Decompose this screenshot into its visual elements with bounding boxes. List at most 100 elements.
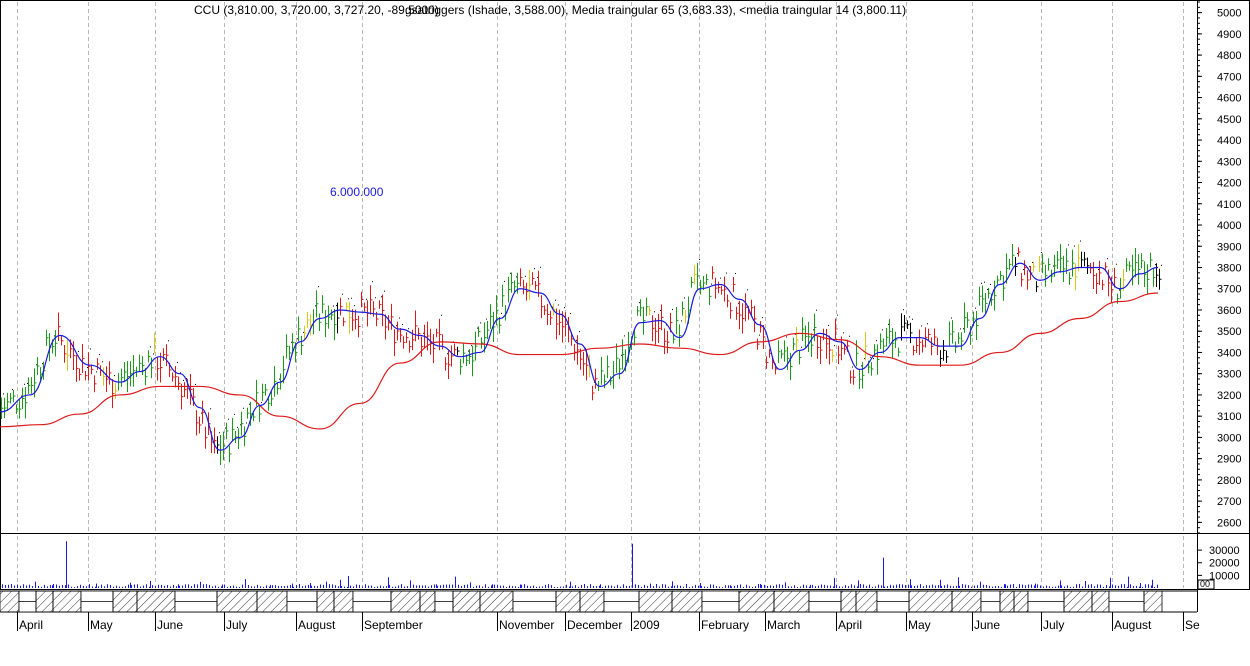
period-block <box>579 590 605 613</box>
trigger-dot <box>720 277 721 279</box>
period-block <box>333 590 354 613</box>
trigger-dot <box>315 305 316 307</box>
price-tick-label: 3400 <box>1217 347 1241 359</box>
trigger-dot <box>726 272 727 274</box>
volume-tick-label: 30000 <box>1209 545 1240 557</box>
price-tick-label: 4500 <box>1217 114 1241 126</box>
price-tick-label: 4700 <box>1217 71 1241 83</box>
trigger-dot <box>477 327 478 329</box>
trigger-dot <box>90 348 91 350</box>
month-label: December <box>567 618 622 632</box>
trigger-dot <box>1116 263 1117 265</box>
trigger-dot <box>681 320 682 322</box>
trigger-dot <box>927 323 928 325</box>
trigger-dot <box>921 325 922 327</box>
trigger-dot <box>318 286 319 288</box>
trigger-dot <box>375 297 376 299</box>
period-block <box>951 590 982 613</box>
trigger-dot <box>786 336 787 338</box>
price-tick-label: 3800 <box>1217 263 1241 275</box>
trigger-dot <box>849 335 850 337</box>
trigger-dot <box>342 293 343 295</box>
trigger-dot <box>399 317 400 319</box>
price-tick-label: 4900 <box>1217 29 1241 41</box>
trigger-dot <box>1053 265 1054 267</box>
period-block <box>908 590 953 613</box>
trigger-dot <box>201 412 202 414</box>
trigger-dot <box>366 298 367 300</box>
month-label: June <box>157 618 183 632</box>
trigger-dot <box>1107 258 1108 260</box>
trigger-dot <box>828 324 829 326</box>
trigger-dot <box>228 418 229 420</box>
period-block <box>452 590 481 613</box>
period-block <box>840 590 857 613</box>
trigger-dot <box>180 372 181 374</box>
period-block <box>479 590 514 613</box>
price-tick-label: 3000 <box>1217 432 1241 444</box>
trigger-dot <box>1119 289 1120 291</box>
trigger-dot <box>78 350 79 352</box>
trigger-dot <box>660 309 661 311</box>
trigger-dot <box>303 331 304 333</box>
trigger-dot <box>759 334 760 336</box>
trigger-dot <box>21 395 22 397</box>
trigger-dot <box>801 346 802 348</box>
trigger-dot <box>711 283 712 285</box>
trigger-dot <box>186 378 187 380</box>
trigger-dot <box>243 407 244 409</box>
price-tick-label: 3700 <box>1217 284 1241 296</box>
trigger-dot <box>96 371 97 373</box>
trigger-dot <box>990 283 991 285</box>
month-label: November <box>499 618 554 632</box>
trigger-dot <box>795 333 796 335</box>
series-line-ma14 <box>0 262 1159 451</box>
trigger-dot <box>183 379 184 381</box>
trigger-dot <box>909 316 910 318</box>
trigger-dot <box>384 290 385 292</box>
price-tick-label: 4300 <box>1217 156 1241 168</box>
price-tick-label: 2800 <box>1217 475 1241 487</box>
price-tick-label: 3600 <box>1217 305 1241 317</box>
trigger-dot <box>537 276 538 278</box>
trigger-dot <box>558 304 559 306</box>
price-tick-label: 2600 <box>1217 517 1241 529</box>
trigger-dot <box>864 358 865 360</box>
month-label: May <box>90 618 113 632</box>
trigger-dot <box>843 332 844 334</box>
price-tick-label: 2700 <box>1217 496 1241 508</box>
price-tick-label: 4000 <box>1217 220 1241 232</box>
trigger-dot <box>195 383 196 385</box>
trigger-dot <box>699 258 700 260</box>
trigger-dot <box>1074 245 1075 247</box>
trigger-dot <box>468 350 469 352</box>
period-block <box>1013 590 1029 613</box>
trigger-dot <box>291 341 292 343</box>
trigger-dot <box>504 280 505 282</box>
trigger-dot <box>54 335 55 337</box>
volume-pane-frame <box>0 533 1250 590</box>
price-tick-label: 3900 <box>1217 241 1241 253</box>
trigger-dot <box>351 297 352 299</box>
trigger-dot <box>261 402 262 404</box>
period-block <box>0 590 20 613</box>
trigger-dot <box>1023 269 1024 271</box>
trigger-dot <box>87 366 88 368</box>
price-tick-label: 5000 <box>1217 8 1241 20</box>
volume-tick-label: 10000 <box>1209 570 1240 582</box>
header-overlay-line: gsatriggers (Ishade, 3,588.00), Media tr… <box>405 3 907 17</box>
trigger-dot <box>564 307 565 309</box>
trigger-dot <box>987 288 988 290</box>
trigger-dot <box>510 272 511 274</box>
period-block <box>1063 590 1093 613</box>
trigger-dot <box>876 340 877 342</box>
trigger-dot <box>816 309 817 311</box>
trigger-dot <box>837 314 838 316</box>
month-label: June <box>974 618 1000 632</box>
month-label: 2009 <box>633 618 660 632</box>
month-label: August <box>1114 618 1152 632</box>
price-tick-label: 3200 <box>1217 390 1241 402</box>
trigger-dot <box>153 353 154 355</box>
trigger-dot <box>1032 261 1033 263</box>
trigger-dot <box>621 354 622 356</box>
